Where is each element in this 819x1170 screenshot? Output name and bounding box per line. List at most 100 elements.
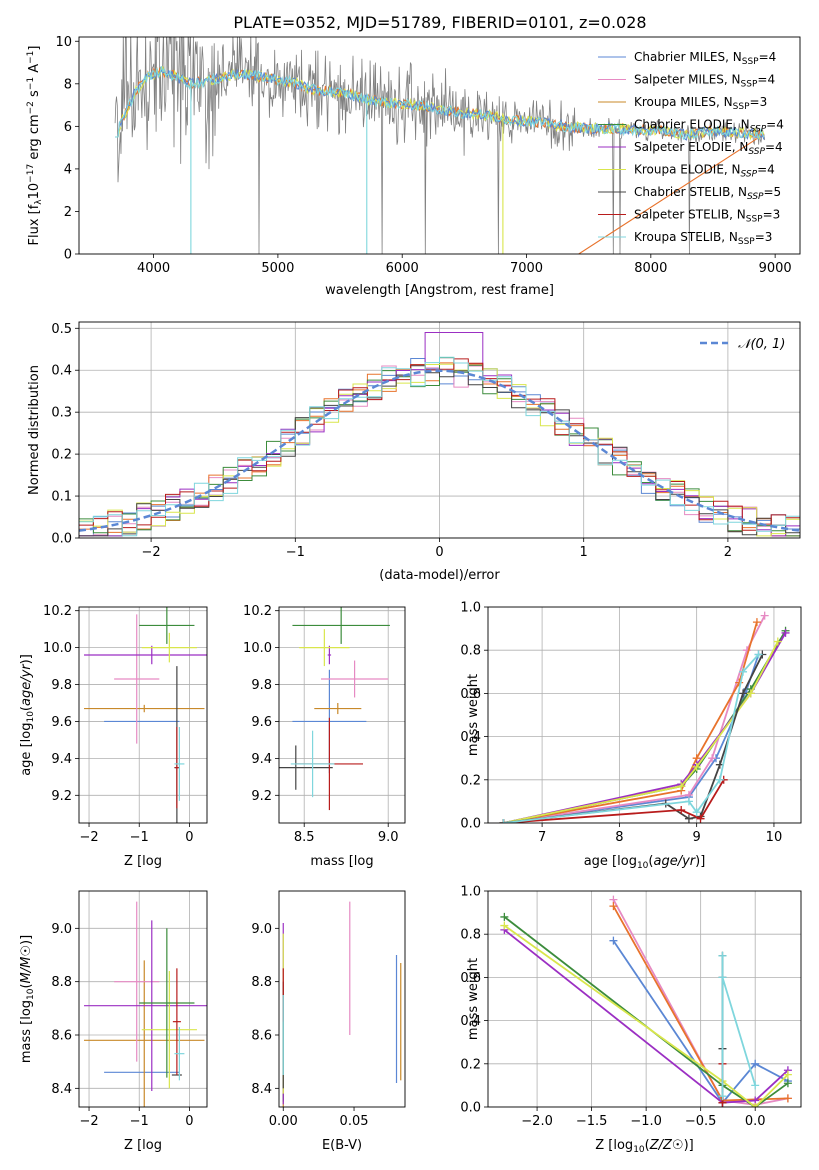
weight-marker xyxy=(751,1103,760,1107)
weight-line xyxy=(503,615,766,823)
y-tick-label: 1.0 xyxy=(460,601,481,616)
weight-marker xyxy=(781,628,790,637)
y-tick-label: 0.6 xyxy=(460,687,481,702)
y-tick-label: 0.4 xyxy=(460,730,481,745)
x-tick-label: 8.5 xyxy=(294,830,315,845)
plot-area xyxy=(282,901,402,1107)
legend-label: Kroupa STELIB, NSSP=3 xyxy=(634,230,772,247)
y-tick-label: 0.2 xyxy=(460,773,481,788)
weight-marker xyxy=(684,814,693,823)
chart-cum_weight_vs_Z: −2.0 −1.5 −1.0 −0.5 0.0 0.0 0.2 0.4 0.6 0.8 1.0 Z [… xyxy=(460,885,802,1155)
residual-histogram xyxy=(79,356,800,537)
y-tick-label: 0.8 xyxy=(460,644,481,659)
axes-frame xyxy=(78,36,801,255)
y-tick-label: 9.0 xyxy=(251,922,272,937)
y-tick-label: 0.3 xyxy=(51,406,72,421)
weight-line xyxy=(503,641,779,823)
x-tick-label: 7 xyxy=(538,830,546,845)
axes-frame xyxy=(278,890,406,1108)
weight-line xyxy=(503,653,760,823)
weight-line xyxy=(612,940,789,1105)
y-axis-label: age [log10(age/yr)] xyxy=(19,654,36,776)
y-tick-label: 8.4 xyxy=(51,1082,72,1097)
y-tick-label: 0.4 xyxy=(460,1014,481,1029)
y-tick-label: 10.0 xyxy=(243,641,272,656)
weight-marker xyxy=(773,637,782,646)
y-tick-label: 0.4 xyxy=(51,364,72,379)
weight-marker xyxy=(739,689,748,698)
y-tick-label: 0.2 xyxy=(460,1057,481,1072)
x-tick-label: 10 xyxy=(766,830,783,845)
y-tick-label: 9.6 xyxy=(251,715,272,730)
axes-frame xyxy=(278,606,406,824)
y-tick-label: 0.8 xyxy=(460,928,481,943)
x-tick-label: −1 xyxy=(130,830,149,845)
spectrum-data-line xyxy=(114,37,766,254)
y-tick-label: 9.8 xyxy=(251,678,272,693)
weight-marker xyxy=(754,650,763,659)
y-tick-label: 8 xyxy=(64,77,72,92)
y-axis-label: Normed distribution xyxy=(27,365,42,495)
axes-frame xyxy=(78,606,208,824)
y-tick-label: 9.2 xyxy=(51,789,72,804)
y-tick-label: 0.6 xyxy=(460,971,481,986)
weight-marker xyxy=(760,611,769,620)
y-tick-label: 9.8 xyxy=(51,678,72,693)
y-tick-label: 8.8 xyxy=(251,975,272,990)
axes-frame xyxy=(487,890,802,1108)
weight-marker xyxy=(677,806,686,815)
weight-marker xyxy=(739,667,748,676)
x-axis-label: Z [log10(Z/Z☉)] xyxy=(595,1138,693,1155)
weight-marker xyxy=(677,782,686,791)
legend-label: 𝒩(0, 1) xyxy=(738,337,785,352)
x-tick-label: 0.05 xyxy=(340,1114,369,1129)
weight-marker xyxy=(718,973,727,982)
x-tick-label: −2 xyxy=(79,830,98,845)
x-tick-label: 9 xyxy=(693,830,701,845)
x-tick-label: −2 xyxy=(142,545,161,560)
figure-content: 4000 5000 6000 7000 8000 90000246810wavelengt… xyxy=(19,35,802,1155)
y-tick-label: 2 xyxy=(64,205,72,220)
weight-marker xyxy=(718,951,727,960)
weight-marker xyxy=(751,1081,760,1090)
chart-cum_weight_vs_age: 7 8 9 10 0.0 0.2 0.4 0.6 0.8 1.0 age [log10(age/yr… xyxy=(460,601,802,871)
legend-label: Kroupa ELODIE, NSSP=4 xyxy=(634,163,775,180)
weight-marker xyxy=(500,912,509,921)
y-tick-label: 0.0 xyxy=(51,532,72,547)
weight-marker xyxy=(752,618,761,627)
weight-line xyxy=(503,779,725,823)
y-axis-label: mass weight xyxy=(466,958,481,1040)
x-axis-label: mass [log xyxy=(310,854,373,869)
x-tick-label: 8 xyxy=(615,830,623,845)
y-tick-label: 9.4 xyxy=(51,752,72,767)
plot-area xyxy=(79,891,207,1107)
y-tick-label: 10.0 xyxy=(43,641,72,656)
y-tick-label: 8.6 xyxy=(51,1029,72,1044)
x-tick-label: 0 xyxy=(185,1114,193,1129)
axes-frame xyxy=(78,890,208,1108)
y-tick-label: 6 xyxy=(64,120,72,135)
x-tick-label: 8000 xyxy=(634,261,667,276)
x-axis-label: Z [log xyxy=(124,1138,162,1153)
axes-frame xyxy=(78,321,801,539)
x-tick-label: 0 xyxy=(435,545,443,560)
plot-area xyxy=(279,607,405,823)
y-tick-label: 0.0 xyxy=(460,817,481,832)
y-tick-label: 8.8 xyxy=(51,975,72,990)
x-axis-label: (data-model)/error xyxy=(379,568,500,583)
x-tick-label: −1.5 xyxy=(576,1114,608,1129)
weight-marker xyxy=(500,921,509,930)
normal-curve-line xyxy=(79,369,800,532)
x-axis-label: Z [log xyxy=(124,854,162,869)
weight-line xyxy=(503,916,789,1107)
weight-marker xyxy=(696,814,705,823)
weight-marker xyxy=(708,754,717,763)
y-tick-label: 0.0 xyxy=(460,1101,481,1116)
x-tick-label: 0.0 xyxy=(745,1114,766,1129)
x-tick-label: −0.5 xyxy=(685,1114,717,1129)
y-tick-label: 0 xyxy=(64,248,72,263)
chart-mass_vs_EBV: 0.00 0.05 8.4 8.6 8.8 9.0 E(B-V) xyxy=(251,890,406,1153)
weight-marker xyxy=(692,762,701,771)
x-tick-label: 6000 xyxy=(386,261,419,276)
chart-mass_vs_Z: −2 −1 0 8.4 8.6 8.8 9.0 Z [log mass [log10(M/M☉)… xyxy=(19,890,208,1153)
